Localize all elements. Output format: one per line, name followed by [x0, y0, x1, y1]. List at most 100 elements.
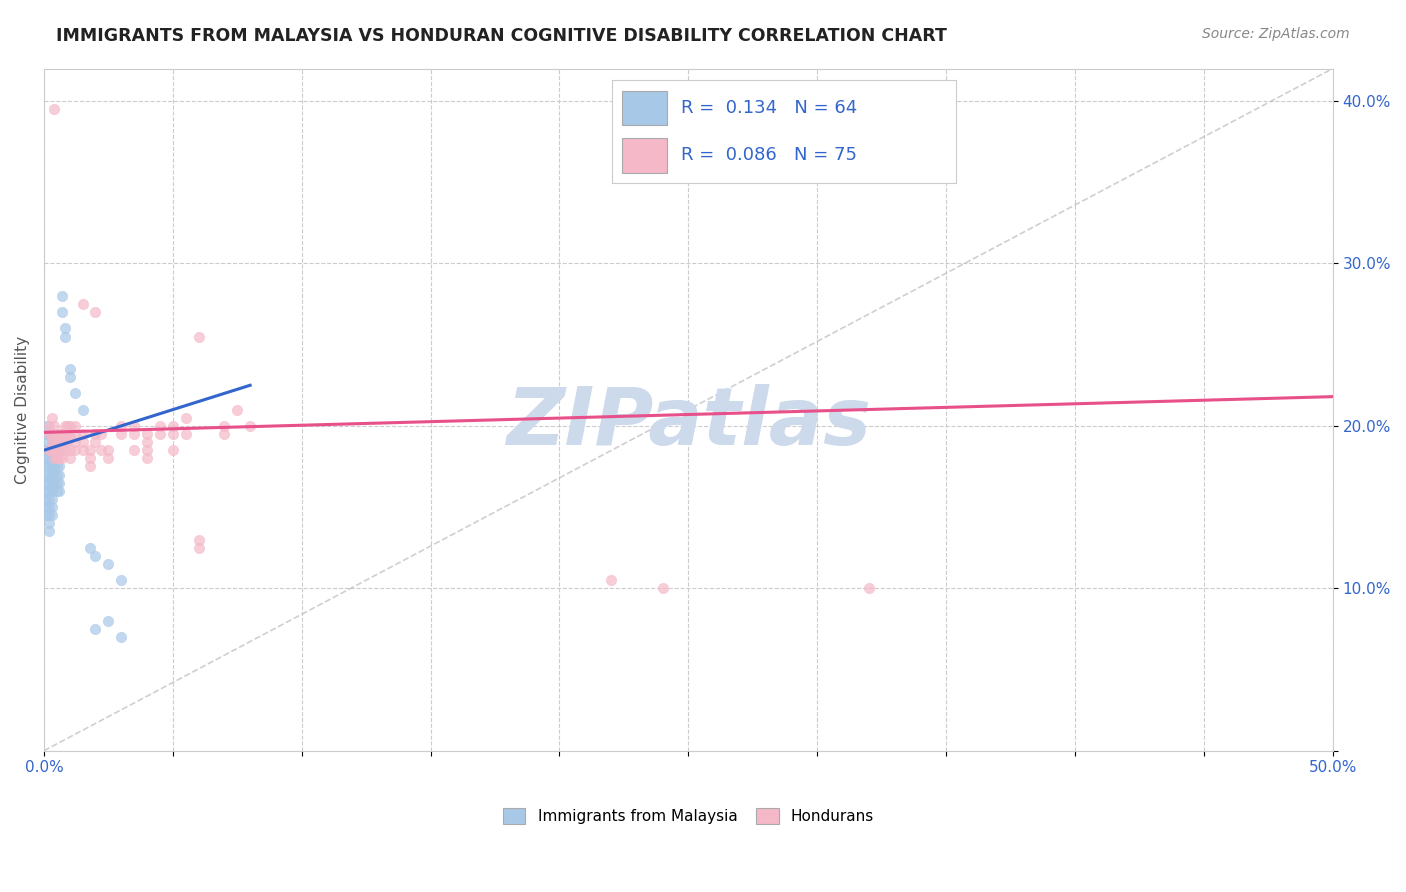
Text: IMMIGRANTS FROM MALAYSIA VS HONDURAN COGNITIVE DISABILITY CORRELATION CHART: IMMIGRANTS FROM MALAYSIA VS HONDURAN COG… [56, 27, 948, 45]
Point [84, 427, 107, 442]
Point [44, 467, 66, 482]
Point [59, 443, 82, 458]
Point [84, 622, 107, 636]
Point [53, 418, 76, 433]
Point [35, 508, 58, 523]
Point [84, 305, 107, 319]
Point [35, 427, 58, 442]
Point [53, 329, 76, 343]
Text: Source: ZipAtlas.com: Source: ZipAtlas.com [1202, 27, 1350, 41]
Y-axis label: Cognitive Disability: Cognitive Disability [15, 335, 30, 483]
Point [48, 459, 70, 474]
Point [41, 443, 63, 458]
Point [45, 443, 67, 458]
Point [38, 443, 60, 458]
Point [53, 321, 76, 335]
Point [45, 451, 67, 466]
Point [149, 418, 172, 433]
Point [45, 483, 67, 498]
Point [136, 451, 159, 466]
Point [45, 443, 67, 458]
Point [35, 500, 58, 514]
Point [41, 443, 63, 458]
Point [44, 459, 66, 474]
Point [45, 475, 67, 490]
Point [38, 443, 60, 458]
Point [41, 459, 63, 474]
Point [600, 573, 623, 587]
Point [44, 102, 66, 116]
Point [110, 418, 132, 433]
Point [97, 451, 120, 466]
Point [79, 443, 101, 458]
Point [38, 524, 60, 539]
Point [110, 427, 132, 442]
Legend: Immigrants from Malaysia, Hondurans: Immigrants from Malaysia, Hondurans [495, 800, 882, 832]
Point [97, 443, 120, 458]
Point [63, 427, 86, 442]
Point [51, 451, 73, 466]
Point [59, 362, 82, 376]
Point [51, 289, 73, 303]
Point [38, 500, 60, 514]
Point [44, 451, 66, 466]
Point [38, 516, 60, 531]
Point [63, 418, 86, 433]
Point [59, 451, 82, 466]
Point [48, 467, 70, 482]
Point [858, 582, 880, 596]
Point [56, 418, 79, 433]
Point [122, 427, 145, 442]
Point [41, 491, 63, 506]
Point [41, 410, 63, 425]
Point [226, 402, 249, 417]
Point [72, 297, 94, 311]
Point [59, 427, 82, 442]
Point [35, 475, 58, 490]
Point [35, 443, 58, 458]
Point [72, 402, 94, 417]
FancyBboxPatch shape [621, 91, 666, 126]
Point [44, 451, 66, 466]
Point [35, 467, 58, 482]
Point [41, 427, 63, 442]
Point [97, 614, 120, 628]
Point [162, 443, 184, 458]
Point [51, 443, 73, 458]
Point [45, 451, 67, 466]
Point [72, 443, 94, 458]
Point [48, 443, 70, 458]
Point [214, 427, 236, 442]
Point [38, 491, 60, 506]
Point [51, 427, 73, 442]
Point [48, 435, 70, 450]
Point [38, 508, 60, 523]
Point [136, 427, 159, 442]
Point [53, 427, 76, 442]
Point [44, 418, 66, 433]
Point [136, 435, 159, 450]
Point [59, 418, 82, 433]
Point [90, 427, 112, 442]
Point [35, 483, 58, 498]
Point [162, 418, 184, 433]
Point [187, 533, 209, 547]
Point [45, 427, 67, 442]
Point [53, 443, 76, 458]
Point [59, 370, 82, 384]
Point [149, 427, 172, 442]
Point [35, 491, 58, 506]
Point [90, 443, 112, 458]
Point [38, 483, 60, 498]
Point [41, 467, 63, 482]
Point [45, 467, 67, 482]
Point [122, 443, 145, 458]
Point [38, 427, 60, 442]
Point [174, 410, 197, 425]
Point [45, 459, 67, 474]
Point [41, 435, 63, 450]
Point [122, 418, 145, 433]
Point [56, 435, 79, 450]
Point [136, 443, 159, 458]
Point [72, 435, 94, 450]
